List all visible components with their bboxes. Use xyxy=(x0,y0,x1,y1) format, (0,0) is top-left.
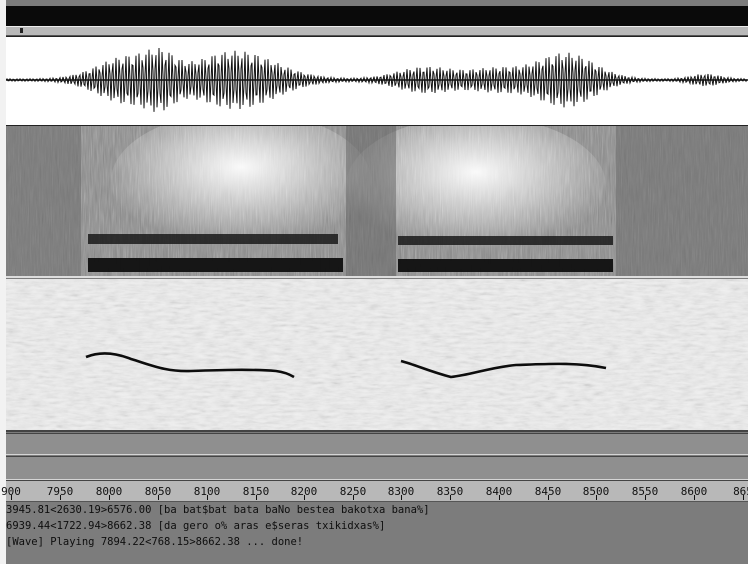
label-tier-1[interactable] xyxy=(6,433,748,455)
pitch-contour-1 xyxy=(85,352,295,379)
ruler-tick-label: 8600 xyxy=(680,485,708,498)
ruler-tick xyxy=(207,495,208,500)
ruler-tick xyxy=(256,495,257,500)
ruler-tick-label: 8500 xyxy=(582,485,610,498)
spectrogram-plot xyxy=(6,126,748,276)
ruler-tick-label: 8300 xyxy=(387,485,415,498)
ruler-tick xyxy=(743,495,744,500)
ruler-tick xyxy=(645,495,646,500)
ruler-tick-label: 8050 xyxy=(144,485,172,498)
waveform-panel[interactable] xyxy=(6,36,748,126)
waveform-plot xyxy=(6,47,748,112)
ruler-tick xyxy=(694,495,695,500)
ruler-tick xyxy=(158,495,159,500)
console-line: [Wave] Playing 7894.22<768.15>8662.38 ..… xyxy=(6,536,304,548)
window-left-edge xyxy=(0,0,6,564)
ruler-tick-label: 7950 xyxy=(46,485,74,498)
ruler-tick-label: 8000 xyxy=(95,485,123,498)
ruler-tick-label: 8100 xyxy=(193,485,221,498)
title-bar[interactable] xyxy=(6,6,748,26)
label-tier-2[interactable] xyxy=(6,456,748,480)
scrollbar-thumb[interactable] xyxy=(20,28,23,33)
console-line: 3945.81<2630.19>6576.00 [ba bat$bat bata… xyxy=(6,504,430,516)
ruler-tick-label: 865 xyxy=(733,485,748,498)
ruler-tick xyxy=(109,495,110,500)
ruler-tick-label: 8400 xyxy=(485,485,513,498)
time-ruler[interactable]: 900 7950 8000 8050 8100 8150 8200 8250 8300 8350 8… xyxy=(1,480,748,502)
console-line: 6939.44<1722.94>8662.38 [da gero o% aras… xyxy=(6,520,386,532)
ruler-tick xyxy=(596,495,597,500)
pitch-panel[interactable] xyxy=(6,279,748,432)
ruler-tick-label: 8450 xyxy=(534,485,562,498)
ruler-tick xyxy=(11,495,12,500)
ruler-tick-label: 900 xyxy=(1,485,21,498)
ruler-tick-label: 8550 xyxy=(631,485,659,498)
ruler-tick-label: 8250 xyxy=(339,485,367,498)
pitch-plot xyxy=(6,279,748,430)
ruler-tick xyxy=(450,495,451,500)
ruler-tick xyxy=(353,495,354,500)
horizontal-scrollbar[interactable] xyxy=(6,26,748,36)
ruler-tick xyxy=(60,495,61,500)
ruler-tick xyxy=(401,495,402,500)
ruler-tick-label: 8350 xyxy=(436,485,464,498)
console-output: 3945.81<2630.19>6576.00 [ba bat$bat bata… xyxy=(6,502,748,564)
ruler-tick xyxy=(548,495,549,500)
ruler-tick xyxy=(499,495,500,500)
pitch-contour-2 xyxy=(400,359,607,379)
ruler-tick xyxy=(304,495,305,500)
spectrogram-panel[interactable] xyxy=(6,126,748,278)
ruler-tick-label: 8200 xyxy=(290,485,318,498)
ruler-tick-label: 8150 xyxy=(242,485,270,498)
